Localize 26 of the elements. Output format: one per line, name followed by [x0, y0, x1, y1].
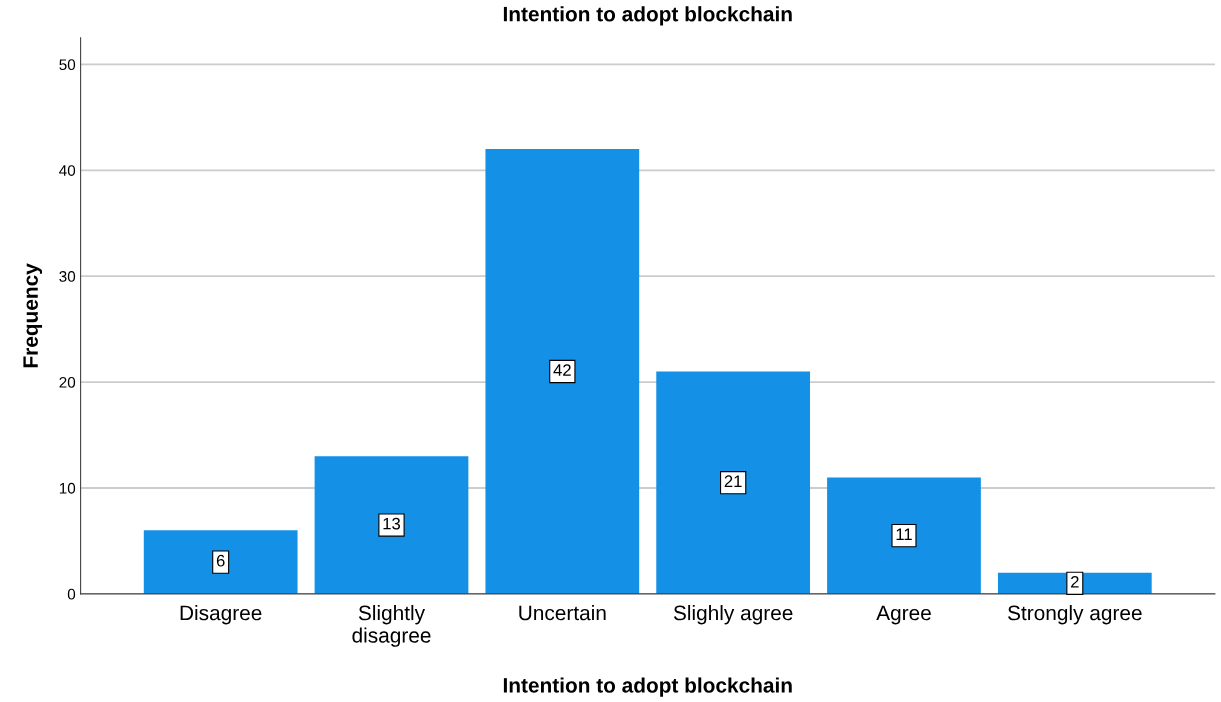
- x-tick-label: Disagree: [180, 605, 262, 625]
- data-label: 21: [724, 475, 742, 488]
- x-tick-label: Strongly agree: [1008, 605, 1142, 625]
- x-tick-label: Agree: [876, 605, 931, 625]
- y-tick-label: 50: [59, 59, 76, 71]
- y-tick-label: 20: [59, 376, 76, 388]
- bar: [656, 371, 811, 594]
- data-label: 2: [1071, 575, 1079, 588]
- x-tick-label: Uncertain: [519, 605, 606, 621]
- data-label: 6: [216, 554, 225, 567]
- y-tick-label: 30: [59, 271, 76, 282]
- bar: [143, 530, 298, 594]
- bar: [827, 477, 981, 594]
- chart-title: Intention to adopt blockchain: [503, 6, 792, 26]
- y-tick-label: 40: [59, 165, 76, 176]
- y-tick-label: 0: [67, 588, 76, 600]
- x-tick-label: Slightly disagree: [352, 605, 431, 647]
- y-axis-title: Frequency: [23, 263, 43, 368]
- bar: [314, 456, 469, 594]
- bar: [485, 149, 640, 594]
- x-tick-label: Slighly agree: [673, 605, 793, 625]
- data-label: 11: [896, 528, 912, 540]
- data-label: 13: [383, 517, 401, 530]
- y-tick-label: 10: [59, 482, 76, 494]
- data-label: 42: [553, 364, 571, 376]
- x-axis-title: Intention to adopt blockchain: [503, 677, 792, 697]
